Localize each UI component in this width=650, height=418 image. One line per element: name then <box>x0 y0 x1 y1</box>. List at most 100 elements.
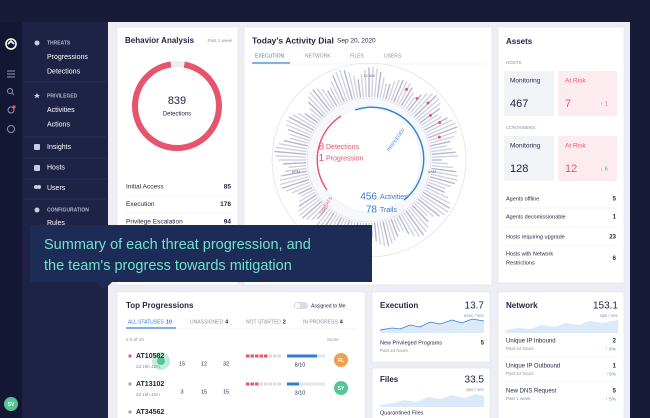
nav-section-title: THREATS <box>47 40 71 46</box>
rate-unit: exec / sec <box>464 313 485 318</box>
progression-id[interactable]: AT34562 <box>136 409 164 416</box>
dial-spoke <box>281 178 310 189</box>
panel-title: Assets <box>506 37 533 46</box>
panel-period: Past 1 week <box>207 38 232 43</box>
dial-spoke <box>422 191 451 209</box>
row-label: New Privileged Programs <box>380 340 442 346</box>
tab[interactable]: USERS <box>384 53 402 59</box>
progression-id[interactable]: AT13102 <box>136 381 164 388</box>
rate-unit: ops / sec <box>600 313 619 318</box>
dial-spoke <box>425 119 453 134</box>
dial-spoke <box>430 170 459 177</box>
nav-link[interactable]: Users <box>47 185 66 192</box>
dial-spoke <box>332 75 345 103</box>
dial-spoke <box>387 80 396 101</box>
toggle-label[interactable]: Assigned to Me <box>311 303 346 309</box>
sort-label[interactable]: Score <box>327 337 339 342</box>
dial-event <box>437 135 441 139</box>
dial-spoke <box>424 117 448 131</box>
stage-block <box>255 382 259 386</box>
row-value: 23 <box>609 235 616 241</box>
progression-stat: 15 <box>223 389 229 395</box>
dial-spoke <box>326 90 338 107</box>
dial-spoke <box>412 205 429 223</box>
rate-value: 153.1 <box>593 301 618 312</box>
dial-spoke <box>403 92 415 108</box>
avatar[interactable] <box>4 397 18 411</box>
row-change: ↑ 5% <box>605 396 616 402</box>
panel-title: Execution <box>380 301 418 310</box>
tab[interactable]: NETWORK <box>305 53 331 59</box>
dial-spoke <box>285 181 311 192</box>
nav-item[interactable]: Actions <box>47 121 70 128</box>
stage-block <box>268 382 272 386</box>
dial-spoke <box>364 69 367 98</box>
tab-count: 4 <box>340 319 344 325</box>
toggle-knob <box>294 302 301 309</box>
row-sub: Past 24 hours <box>506 371 535 376</box>
status-dot <box>128 410 132 414</box>
row-label: Unique IP Outbound <box>506 364 560 370</box>
panel-date: Sep 20, 2020 <box>337 38 376 45</box>
privileged-label: Trails <box>380 207 397 214</box>
threat-value: 1 <box>318 153 324 164</box>
stage-block <box>277 354 281 358</box>
tab[interactable]: NOT STARTED <box>246 319 281 325</box>
dial-spoke <box>339 69 351 101</box>
dial-spoke <box>417 102 441 122</box>
tab-count: 2 <box>283 319 286 325</box>
avatar-initials[interactable]: SV <box>8 402 15 408</box>
dial-spoke <box>409 206 429 228</box>
dial-spoke <box>431 151 456 156</box>
nav-link[interactable]: Hosts <box>47 164 65 171</box>
progression-rows <box>128 353 348 414</box>
progression-id[interactable]: AT10582 <box>136 353 164 360</box>
range-label: 1-5 of 10 <box>126 337 144 342</box>
box-value: 12 <box>565 163 577 175</box>
dial-spoke <box>306 203 324 221</box>
dial-spoke <box>424 189 451 205</box>
dial-spoke <box>312 89 331 112</box>
rail-icons[interactable] <box>7 70 15 133</box>
row-label: Execution <box>126 201 155 208</box>
dial-spoke <box>282 162 307 165</box>
hour-label: 6PM <box>292 169 300 174</box>
nav-item[interactable]: Detections <box>47 68 81 75</box>
dial-spoke <box>298 186 313 195</box>
row-value: 94 <box>224 219 232 226</box>
row-label: Initial Access <box>126 184 164 191</box>
row-label: Agents decomissionable <box>506 214 566 220</box>
row-label: Unique IP Inbound <box>506 339 556 345</box>
dial-spoke <box>422 116 442 129</box>
dial-spoke <box>428 178 451 188</box>
nav-link[interactable]: Insights <box>47 144 72 151</box>
dial-spoke <box>421 113 439 126</box>
row-change: ↑ 8% <box>605 346 616 352</box>
files-sparkline <box>380 394 484 407</box>
nav-item[interactable]: Activities <box>47 107 75 114</box>
threat-label: Detections <box>326 144 360 151</box>
total-label: Detections <box>163 112 191 118</box>
dial-spoke <box>407 94 422 112</box>
tab[interactable]: UNASSIGNED <box>190 319 223 325</box>
tab[interactable]: EXECUTION <box>255 53 285 59</box>
dial-spoke <box>311 205 326 221</box>
group-title: CONTAINERS <box>506 125 535 130</box>
row-value: 5 <box>481 341 485 347</box>
tab[interactable]: ALL STATUSES <box>128 319 164 325</box>
dial-event <box>428 113 432 117</box>
behavior-row-dividers <box>125 195 232 214</box>
tab[interactable]: FILES <box>350 53 365 59</box>
dial-spoke <box>426 122 457 136</box>
logo <box>5 38 17 50</box>
nav-item[interactable]: Rules <box>47 220 65 227</box>
tab[interactable]: IN PROGRESS <box>303 319 338 325</box>
execution-sparkline <box>380 319 484 333</box>
dial-spoke <box>431 162 448 165</box>
nav-item[interactable]: Progressions <box>47 54 88 61</box>
stage-block <box>273 382 277 386</box>
stage-block <box>246 354 250 358</box>
dial-spoke <box>429 176 456 185</box>
